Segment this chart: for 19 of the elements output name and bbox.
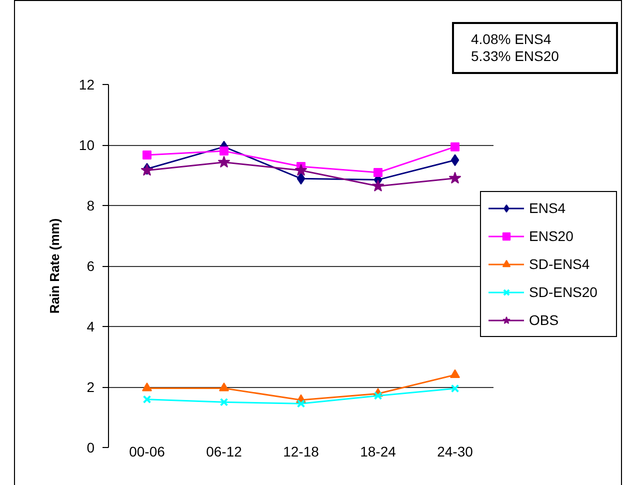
y-tick-label: 2 [86,379,95,395]
x-tick-label: 18-24 [360,444,396,460]
y-axis-title: Rain Rate (mm) [46,218,62,314]
legend-label: OBS [529,312,560,328]
y-tick-label: 8 [86,198,95,214]
legend-label: SD-ENS4 [529,256,591,272]
text: 4.08% ENS4 5.33% ENS20 [471,31,559,65]
x-tick-label: 24-30 [437,444,474,460]
x-tick-label: 12-18 [283,444,320,460]
legend-label: ENS20 [529,228,574,244]
y-tick-label: 4 [86,318,95,334]
x-tick-label: 00-06 [129,444,166,460]
y-tick-label: 12 [78,76,95,92]
y-tick-label: 10 [78,137,95,153]
legend-label: ENS4 [529,200,567,216]
x-tick-label: 06-12 [206,444,242,460]
y-tick-label: 6 [86,258,95,274]
legend-label: SD-ENS20 [529,284,598,300]
y-tick-label: 0 [86,440,95,456]
